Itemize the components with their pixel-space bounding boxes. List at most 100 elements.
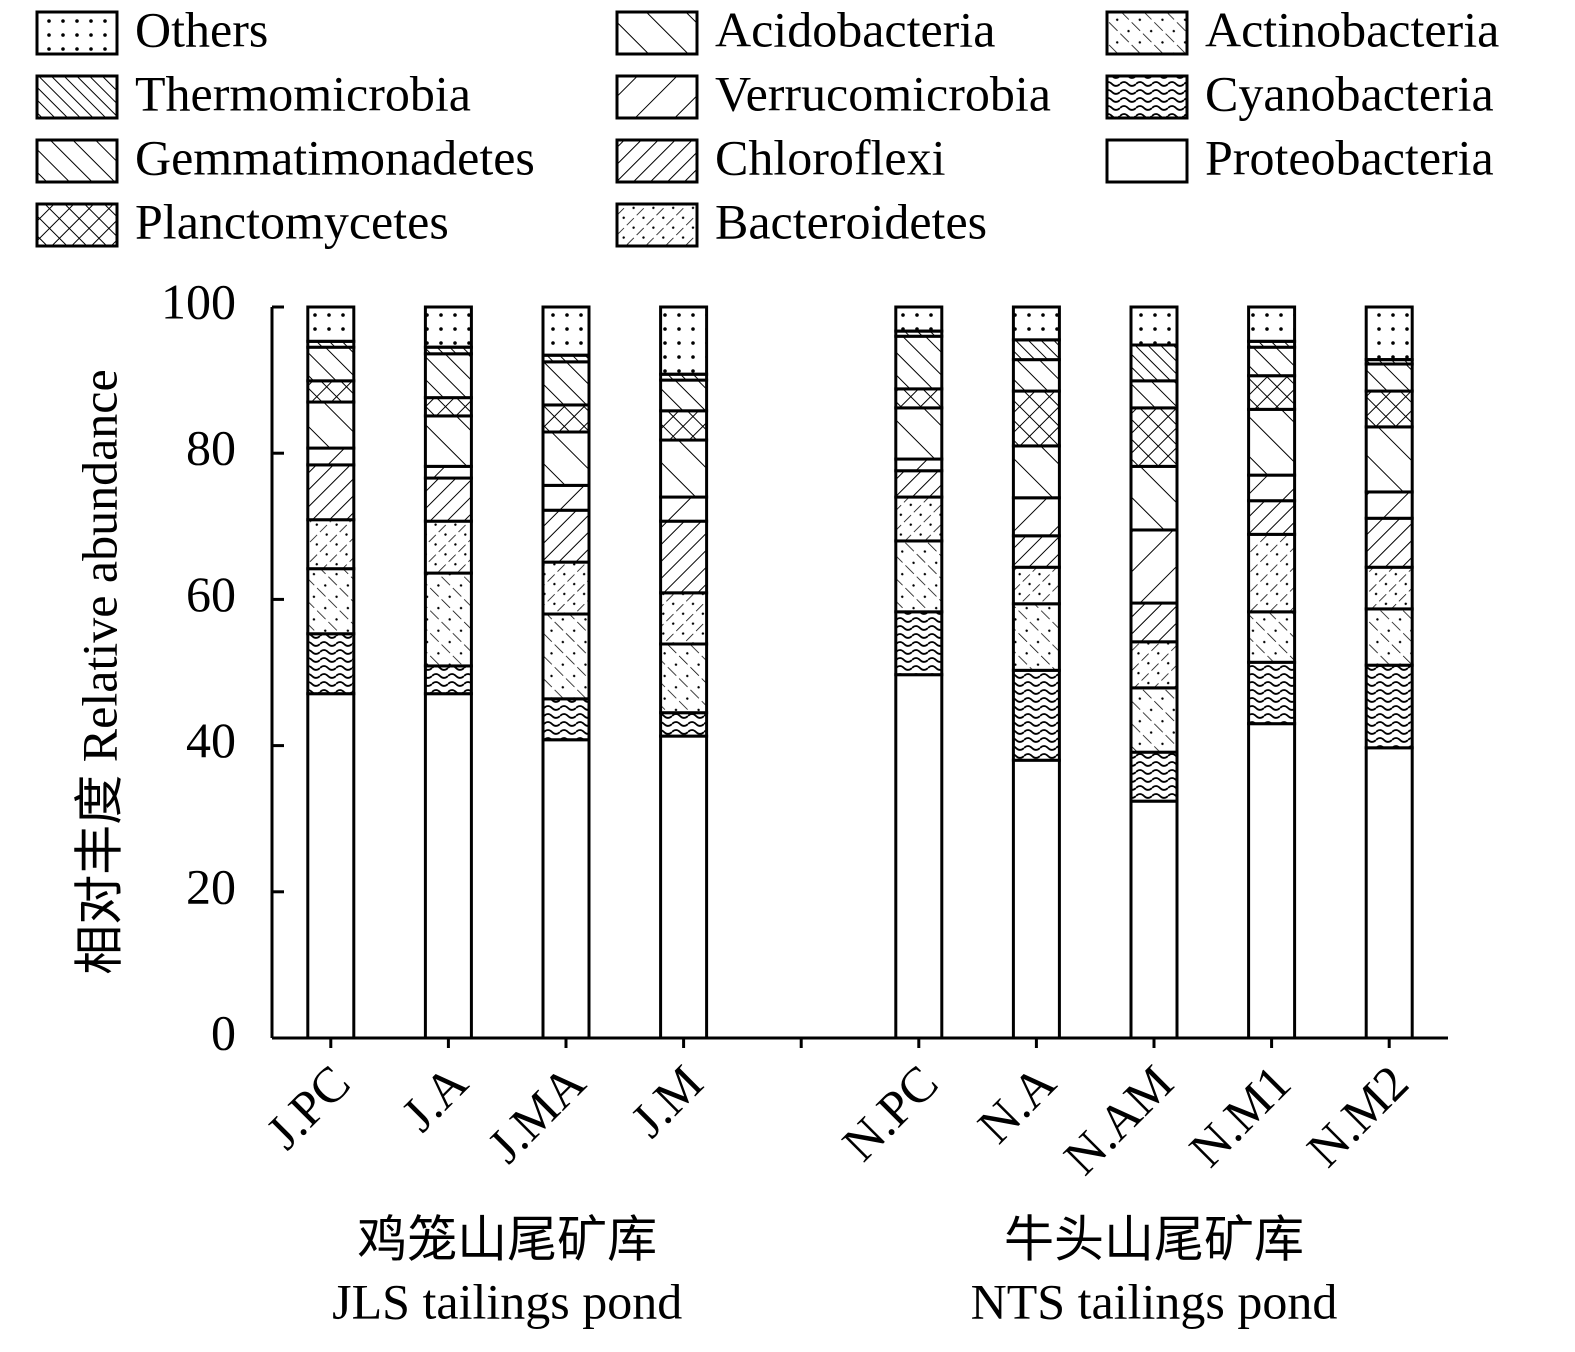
bar-segment: [1247, 660, 1297, 726]
bar-segment: [894, 610, 944, 677]
bar-segment: [1247, 532, 1297, 614]
bar-segment: [659, 378, 709, 413]
bar-segment: [1011, 534, 1061, 569]
bar-segment: [306, 632, 356, 696]
legend-swatch: [1105, 74, 1189, 120]
legend-swatch: [615, 138, 699, 184]
x-tick-label: N.AM: [1053, 1054, 1184, 1185]
group-label: NTS tailings pond: [971, 1273, 1338, 1329]
bar-segment: [306, 379, 356, 404]
bar-segment: [1247, 305, 1297, 343]
bar-segment: [541, 360, 591, 407]
legend-label: Bacteroidetes: [715, 193, 987, 249]
y-axis-label: 相对丰度 Relative abundance: [71, 369, 127, 974]
bar-segment: [423, 414, 473, 468]
y-tick-label: 20: [186, 858, 236, 914]
bar-segment: [1247, 610, 1297, 664]
bar-segment: [894, 539, 944, 614]
bar-segment: [659, 519, 709, 595]
bar-segment: [423, 305, 473, 349]
x-tick-label: N.M2: [1296, 1054, 1419, 1177]
bar-segment: [306, 345, 356, 383]
bar-segment: [659, 409, 709, 442]
bar-segment: [1364, 516, 1414, 569]
bar-segment: [541, 430, 591, 487]
bar-segment: [659, 711, 709, 738]
bar-segment: [1129, 750, 1179, 803]
legend-label: Chloroflexi: [715, 129, 946, 185]
bar-segment: [659, 734, 709, 1040]
bar-segment: [423, 519, 473, 575]
bar-segment: [894, 495, 944, 543]
bar-segment: [1129, 799, 1179, 1040]
bar-segment: [541, 483, 591, 512]
legend-label: Acidobacteria: [715, 1, 995, 57]
bar-segment: [1129, 406, 1179, 468]
x-tick-label: N.M1: [1178, 1054, 1301, 1177]
legend-label: Actinobacteria: [1205, 1, 1499, 57]
y-tick-label: 100: [161, 273, 236, 329]
bar-segment: [1011, 444, 1061, 500]
bar-segment: [1364, 389, 1414, 429]
bar-segment: [1011, 338, 1061, 362]
legend-swatch: [1105, 138, 1189, 184]
bar-segment: [306, 567, 356, 636]
bar-segment: [1364, 490, 1414, 520]
x-tick-label: J.A: [390, 1054, 478, 1142]
bar-segment: [423, 664, 473, 696]
bar-segment: [894, 387, 944, 410]
bar-segment: [423, 464, 473, 480]
x-tick-label: N.PC: [831, 1054, 948, 1171]
bar-segment: [1364, 425, 1414, 494]
y-tick-label: 40: [186, 712, 236, 768]
bar-segment: [1247, 722, 1297, 1040]
bar-segment: [541, 403, 591, 434]
x-tick-label: N.A: [967, 1054, 1067, 1154]
legend-swatch: [615, 74, 699, 120]
bar-segment: [541, 560, 591, 616]
bar-segment: [894, 673, 944, 1040]
bar-segment: [306, 446, 356, 467]
bar-segment: [423, 571, 473, 668]
x-tick-label: J.PC: [255, 1054, 360, 1159]
bar-segment: [541, 738, 591, 1040]
bar-segment: [1129, 640, 1179, 690]
bar-segment: [1364, 362, 1414, 393]
legend-swatch: [1105, 10, 1189, 56]
bar-segment: [894, 406, 944, 461]
bar-segment: [1129, 305, 1179, 347]
bar-segment: [1011, 305, 1061, 342]
bar-segment: [1129, 686, 1179, 754]
bar-segment: [306, 305, 356, 343]
bar-segment: [423, 396, 473, 418]
bar-segment: [1247, 345, 1297, 378]
bar-segment: [1011, 389, 1061, 448]
legend-label: Cyanobacteria: [1205, 65, 1494, 121]
bar-segment: [1011, 758, 1061, 1040]
x-tick-label: J.MA: [477, 1054, 596, 1173]
group-label: JLS tailings pond: [332, 1273, 682, 1329]
legend-label: Thermomicrobia: [135, 65, 471, 121]
bar-segment: [1364, 305, 1414, 362]
legend-swatch: [35, 138, 119, 184]
bar-segment: [659, 305, 709, 376]
bar-segment: [894, 305, 944, 333]
bar-segment: [306, 400, 356, 450]
bar-segment: [894, 469, 944, 499]
y-tick-label: 60: [186, 566, 236, 622]
bar-segment: [1011, 668, 1061, 762]
bar-segment: [1129, 601, 1179, 644]
bar-segment: [659, 591, 709, 646]
legend-swatch: [615, 202, 699, 248]
bar-segment: [1011, 496, 1061, 538]
bar-segment: [1247, 407, 1297, 477]
legend-label: Planctomycetes: [135, 193, 449, 249]
bar-segment: [1247, 499, 1297, 536]
bar-segment: [894, 334, 944, 391]
group-label: 牛头山尾矿库: [1004, 1211, 1304, 1267]
group-label: 鸡笼山尾矿库: [357, 1211, 657, 1267]
bar-segment: [1129, 528, 1179, 605]
bar-segment: [541, 305, 591, 357]
bar-segment: [306, 692, 356, 1040]
